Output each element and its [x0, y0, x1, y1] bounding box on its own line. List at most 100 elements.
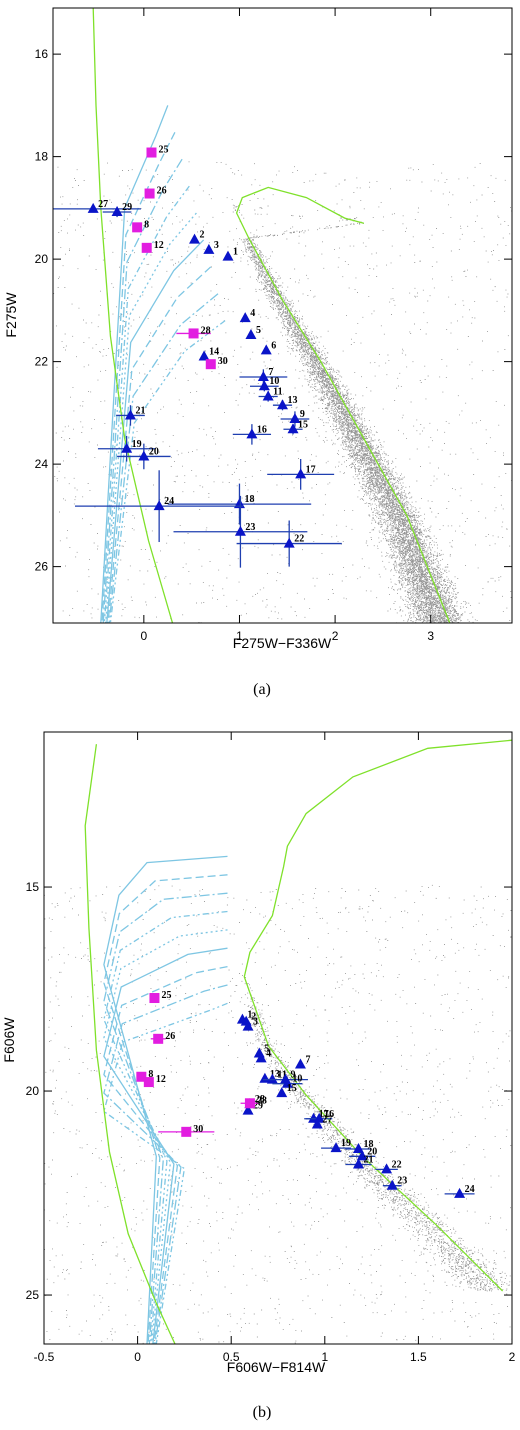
blue-triangle-marker: [203, 243, 215, 254]
magenta-star-25: 25: [149, 990, 171, 1004]
blue-star-label: 14: [209, 347, 219, 358]
blue-star-4: 4: [239, 308, 255, 323]
panel-b-xlabel: F606W−F814W: [227, 1359, 326, 1375]
magenta-star-label: 26: [157, 186, 167, 197]
blue-triangle-marker: [257, 371, 269, 381]
blue-star-label: 24: [465, 1184, 475, 1195]
y-tick-label: 20: [35, 252, 49, 266]
blue-star-label: 21: [363, 1154, 373, 1165]
magenta-star-30: 30: [205, 356, 228, 370]
blue-star-label: 18: [244, 494, 254, 505]
blue-triangle-marker: [311, 1118, 323, 1129]
blue-star-13: 13: [259, 1069, 280, 1083]
panel-a-frame: [52, 7, 513, 624]
blue-star-label: 15: [298, 419, 308, 430]
blue-star-label: 20: [149, 446, 159, 457]
green-blue-edge-line: [92, 8, 174, 623]
magenta-star-26: 26: [144, 186, 167, 199]
blue-triangle-marker: [259, 1072, 271, 1083]
y-tick-label: 24: [35, 457, 49, 471]
magenta-star-label: 26: [165, 1031, 175, 1042]
magenta-square-marker: [153, 1033, 164, 1044]
blue-star-27: 27: [311, 1114, 332, 1129]
magenta-square-marker: [188, 328, 199, 339]
blue-star-11: 11: [258, 386, 283, 402]
blue-star-label: 4: [266, 1048, 271, 1059]
blue-star-label: 10: [292, 1074, 302, 1085]
blue-star-21: 21: [345, 1154, 373, 1169]
panel-a-field-star-cloud: [53, 161, 512, 623]
blue-star-label: 28: [255, 1094, 265, 1105]
blue-star-label: 24: [164, 496, 174, 507]
panel-a-green-isochrones: [92, 8, 451, 623]
blue-star-19: 19: [321, 1138, 351, 1153]
blue-star-label: 22: [294, 534, 304, 545]
x-tick-label: 2: [509, 1350, 516, 1364]
cyan-track: [106, 239, 205, 623]
blue-star-label: 2: [200, 230, 205, 241]
cyan-track: [101, 132, 176, 623]
blue-star-5: 5: [245, 325, 261, 339]
blue-triangle-marker: [352, 1158, 364, 1169]
blue-triangle-marker: [386, 1179, 398, 1190]
blue-star-label: 27: [322, 1114, 332, 1125]
blue-triangle-marker: [281, 1077, 293, 1088]
panel-b-cyan-tracks: [103, 855, 228, 1344]
blue-triangle-marker: [255, 1052, 267, 1063]
magenta-star-25: 25: [146, 145, 168, 158]
blue-star-20: 20: [117, 443, 171, 470]
magenta-square-marker: [146, 147, 157, 158]
x-tick-label: 0: [141, 629, 148, 643]
blue-star-label: 4: [250, 308, 255, 319]
x-tick-label: 0.5: [223, 1350, 240, 1364]
x-tick-label: 2: [332, 629, 339, 643]
blue-star-label: 15: [287, 1083, 297, 1094]
blue-star-label: 5: [256, 325, 261, 336]
magenta-square-marker: [205, 359, 216, 370]
panel-b-ylabel: F606W: [1, 1017, 17, 1063]
blue-triangle-marker: [242, 1020, 254, 1031]
magenta-square-marker: [181, 1126, 192, 1137]
blue-star-11: 11: [266, 1070, 287, 1084]
magenta-star-label: 25: [158, 145, 168, 156]
blue-star-20: 20: [349, 1146, 377, 1161]
y-tick-label: 16: [35, 47, 49, 61]
blue-star-label: 11: [273, 386, 282, 397]
cyan-track: [103, 1002, 228, 1344]
cyan-track: [103, 855, 228, 1344]
blue-star-29: 29: [242, 1101, 263, 1115]
cyan-track: [103, 910, 228, 1344]
y-tick-label: 18: [35, 150, 49, 164]
cyan-track: [104, 212, 197, 623]
blue-star-label: 17: [319, 1109, 329, 1120]
blue-star-label: 16: [257, 424, 267, 435]
blue-star-14: 14: [198, 347, 219, 361]
x-tick-label: 1.5: [410, 1350, 427, 1364]
blue-triangle-marker: [138, 450, 150, 461]
blue-star-label: 1: [233, 247, 238, 258]
blue-triangle-marker: [87, 202, 99, 213]
cyan-track: [103, 874, 228, 1344]
blue-triangle-marker: [242, 1104, 254, 1115]
blue-star-2: 2: [189, 230, 205, 244]
blue-triangle-marker: [262, 390, 274, 401]
x-tick-label: 1: [321, 1350, 328, 1364]
cyan-track: [108, 293, 219, 623]
blue-star-29: 29: [102, 202, 132, 218]
blue-star-18: 18: [345, 1139, 373, 1153]
y-tick-label: 26: [35, 560, 49, 574]
magenta-star-12: 12: [141, 240, 164, 253]
blue-star-label: 16: [324, 1109, 334, 1120]
magenta-square-marker: [144, 188, 155, 199]
magenta-star-label: 8: [148, 1069, 153, 1080]
y-tick-label: 25: [26, 1288, 40, 1302]
blue-triangle-marker: [294, 1058, 306, 1069]
blue-triangle-marker: [356, 1150, 368, 1161]
blue-star-label: 19: [341, 1138, 351, 1149]
blue-triangle-marker: [287, 423, 299, 434]
blue-star-label: 23: [397, 1176, 407, 1187]
magenta-star-label: 25: [161, 990, 171, 1001]
